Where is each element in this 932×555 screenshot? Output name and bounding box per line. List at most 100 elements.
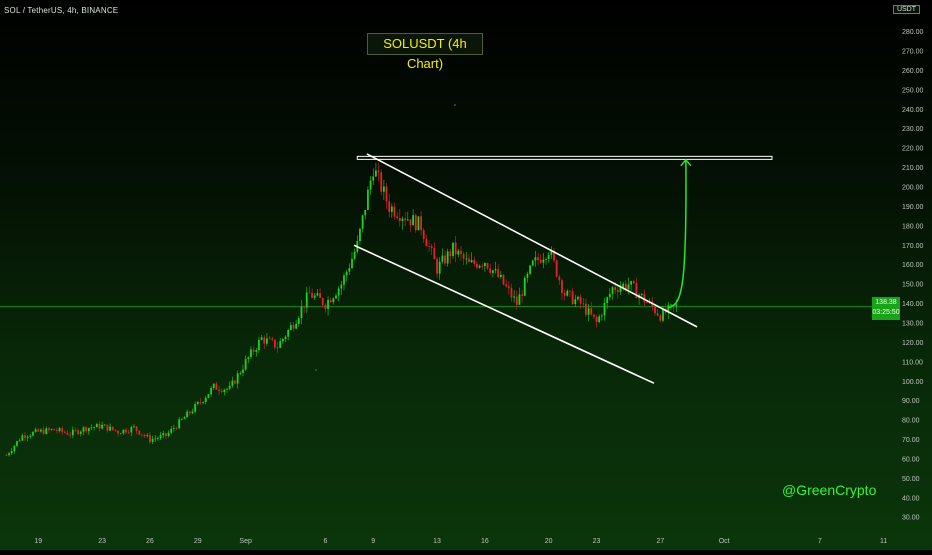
marker-dot	[454, 104, 456, 106]
candle-body	[489, 268, 492, 273]
candle-body	[29, 435, 32, 437]
x-tick-label: 23	[98, 538, 106, 545]
candle-body	[143, 434, 146, 437]
candle-body	[223, 389, 226, 393]
candle-body	[523, 277, 526, 296]
y-tick-label: 190.00	[902, 204, 924, 211]
y-tick-label: 110.00	[902, 359, 923, 366]
candle-body	[244, 359, 247, 370]
candle-body	[537, 257, 539, 260]
candle-body	[305, 292, 308, 308]
candle-body	[452, 242, 454, 257]
candle-body	[494, 269, 497, 271]
candle-body	[40, 429, 42, 432]
candle-body	[635, 283, 638, 299]
candle-body	[34, 429, 37, 432]
candle-body	[111, 426, 114, 430]
candle-body	[579, 296, 582, 304]
x-tick-label: 9	[371, 538, 375, 545]
candle-body	[329, 299, 332, 303]
candle-body	[284, 336, 287, 339]
candle-body	[303, 306, 306, 308]
currency-badge[interactable]: USDT	[892, 5, 920, 14]
candle-body	[561, 280, 563, 293]
candle-body	[180, 418, 183, 420]
candle-body	[582, 303, 585, 305]
channel-upper-line	[366, 153, 698, 328]
candle-body	[154, 438, 157, 440]
candle-body	[151, 438, 154, 442]
candle-body	[590, 308, 593, 315]
candle-body	[37, 429, 40, 432]
candle-body	[430, 246, 433, 248]
candle-body	[127, 432, 130, 434]
candle-body	[372, 176, 375, 181]
candle-body	[71, 429, 74, 436]
candle-body	[74, 429, 77, 431]
candle-body	[207, 394, 210, 398]
candle-body	[553, 250, 555, 261]
candle-body	[364, 209, 367, 216]
candle-body	[319, 293, 321, 299]
candle-body	[106, 424, 109, 431]
candle-body	[308, 292, 311, 294]
y-tick-label: 140.00	[902, 301, 924, 308]
candle-body	[367, 189, 369, 210]
y-tick-label: 260.00	[902, 68, 924, 75]
candle-body	[199, 402, 202, 403]
y-tick-label: 240.00	[902, 107, 924, 114]
candle-body	[45, 428, 48, 434]
candle-body	[10, 450, 13, 454]
candle-body	[675, 304, 678, 307]
candle-body	[667, 305, 670, 313]
candle-body	[194, 404, 197, 412]
candle-body	[646, 302, 648, 304]
x-tick-label: 19	[34, 538, 42, 545]
y-tick-label: 30.00	[902, 515, 920, 522]
candle-body	[420, 216, 422, 231]
candle-body	[462, 254, 465, 259]
candle-body	[406, 219, 409, 221]
candle-body	[218, 389, 220, 391]
candle-body	[239, 372, 242, 374]
candle-body	[393, 206, 396, 217]
x-tick-label: 6	[323, 538, 327, 545]
candle-body	[18, 440, 21, 442]
candle-body	[473, 260, 476, 264]
candle-body	[79, 431, 82, 434]
candle-body	[167, 432, 170, 437]
candle-body	[146, 435, 149, 437]
projection-arrowhead	[680, 158, 692, 167]
candle-body	[87, 427, 90, 432]
candle-body	[204, 397, 207, 403]
candle-body	[340, 284, 343, 289]
candle-body	[555, 260, 558, 277]
candle-body	[425, 238, 428, 247]
candle-body	[117, 430, 119, 434]
candle-body	[287, 329, 290, 337]
bar-countdown: 03:25:50	[872, 309, 900, 316]
candle-body	[292, 325, 295, 329]
x-tick-label: 26	[146, 538, 154, 545]
candle-body	[93, 427, 96, 428]
y-tick-label: 60.00	[902, 456, 920, 463]
candle-body	[133, 426, 135, 428]
candle-body	[266, 338, 268, 344]
candle-body	[598, 316, 601, 323]
x-tick-label: 23	[593, 538, 601, 545]
candle-body	[252, 349, 255, 352]
candle-body	[577, 296, 579, 300]
chart-title-annotation[interactable]: SOLUSDT (4h Chart)	[367, 33, 483, 71]
candle-body	[186, 411, 189, 418]
candle-body	[592, 314, 595, 317]
y-tick-label: 200.00	[902, 185, 924, 192]
candle-body	[619, 287, 622, 292]
candle-body	[526, 273, 529, 278]
candle-body	[521, 294, 524, 296]
candle-body	[513, 296, 516, 298]
candle-body	[77, 430, 80, 434]
candle-body	[289, 325, 292, 330]
candle-body	[505, 284, 508, 287]
